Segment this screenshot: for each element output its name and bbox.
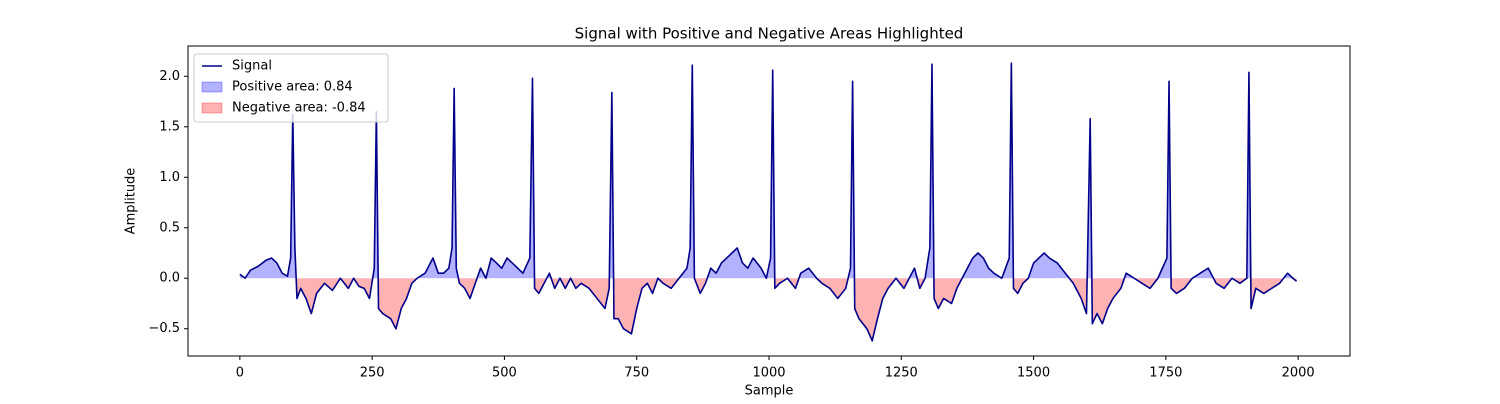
y-tick-label: −0.5 <box>148 321 180 336</box>
x-tick-label: 1500 <box>1017 366 1050 381</box>
x-tick-label: 250 <box>360 366 385 381</box>
x-tick-label: 500 <box>492 366 517 381</box>
x-tick-label: 1750 <box>1149 366 1182 381</box>
legend-label: Positive area: 0.84 <box>232 80 353 95</box>
x-tick-label: 2000 <box>1282 366 1315 381</box>
y-tick-label: 0.0 <box>159 271 180 286</box>
signal-line <box>239 62 1298 342</box>
y-tick-label: 1.0 <box>159 170 180 185</box>
negative-area <box>239 278 1297 341</box>
legend-label: Negative area: -0.84 <box>232 101 366 116</box>
legend-patch <box>201 102 223 114</box>
legend-box <box>193 53 389 123</box>
x-tick-label: 750 <box>624 366 649 381</box>
legend-patch <box>201 81 223 93</box>
legend-label: Signal <box>232 59 272 74</box>
chart-title: Signal with Positive and Negative Areas … <box>575 25 964 43</box>
y-tick-label: 2.0 <box>159 69 180 84</box>
x-axis-label: Sample <box>745 384 794 399</box>
y-axis-label: Amplitude <box>124 168 139 235</box>
x-tick-label: 1000 <box>752 366 785 381</box>
y-tick-label: 0.5 <box>159 220 180 235</box>
x-tick-label: 1250 <box>885 366 918 381</box>
x-tick-label: 0 <box>236 366 244 381</box>
y-tick-label: 1.5 <box>159 119 180 134</box>
